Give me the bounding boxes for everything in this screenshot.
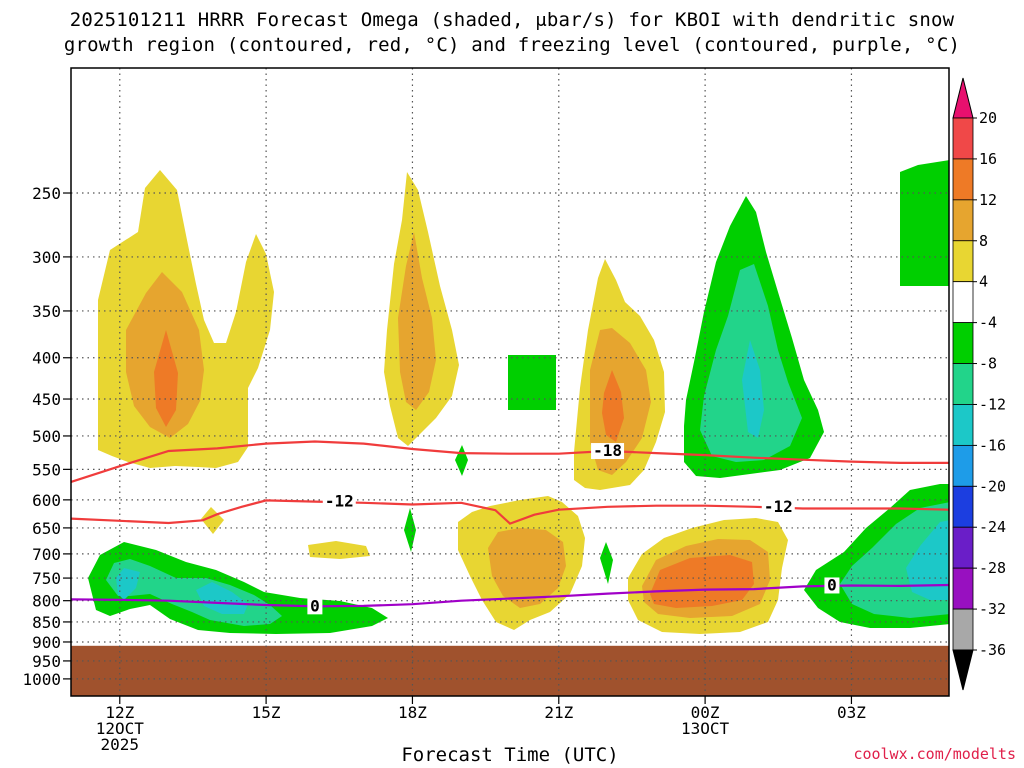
omega-region-positive-4 <box>201 507 224 534</box>
colorbar-swatch <box>952 281 974 324</box>
x-axis-label: Forecast Time (UTC) <box>401 744 619 766</box>
contour-label: -12 <box>325 492 354 511</box>
y-axis: 2503003504004505005506006507007508008509… <box>22 184 71 689</box>
omega-region-positive-12 <box>154 330 178 427</box>
y-tick-label: 300 <box>32 248 61 267</box>
x-tick-label: 00Z <box>691 703 720 722</box>
contour-label-background <box>591 443 625 460</box>
colorbar-swatch <box>952 363 974 405</box>
y-tick-label: 500 <box>32 427 61 446</box>
x-tick-label: 2025 <box>101 735 140 754</box>
colorbar-swatch <box>952 608 974 651</box>
colorbar-label: 20 <box>979 109 997 127</box>
y-tick-label: 800 <box>32 592 61 611</box>
x-tick-label: 21Z <box>544 703 573 722</box>
y-tick-label: 450 <box>32 390 61 409</box>
colorbar-label: -20 <box>979 477 1006 495</box>
omega-region-positive-8 <box>488 528 566 608</box>
chart-title-line1: 2025101211 HRRR Forecast Omega (shaded, … <box>69 9 955 31</box>
contour-label: 0 <box>827 575 837 594</box>
credit-link[interactable]: coolwx.com/modelts <box>853 745 1016 763</box>
omega-region-positive-4 <box>308 541 370 559</box>
chart-grid <box>71 68 949 696</box>
y-tick-label: 350 <box>32 302 61 321</box>
omega-region-negative-12 <box>742 340 764 438</box>
x-tick-label: 15Z <box>252 703 281 722</box>
colorbar-swatch <box>952 404 974 446</box>
colorbar-swatch <box>952 158 974 201</box>
y-tick-label: 700 <box>32 545 61 564</box>
x-tick-label: 12Z <box>105 703 134 722</box>
colorbar-label: 12 <box>979 191 997 209</box>
contour-label-background <box>322 493 356 510</box>
colorbar-label: -16 <box>979 436 1006 454</box>
contour-label: 0 <box>310 596 320 615</box>
colorbar-swatch <box>952 485 974 528</box>
x-tick-label: 18Z <box>398 703 427 722</box>
omega-region-negative-4 <box>508 355 556 410</box>
contour-label-background <box>824 577 840 594</box>
colorbar-bottom-arrow <box>952 649 974 691</box>
omega-shading <box>88 160 949 634</box>
x-tick-label: 13OCT <box>681 719 730 738</box>
y-tick-label: 650 <box>32 519 61 538</box>
y-tick-label: 850 <box>32 613 61 632</box>
colorbar: 20 16 12 8 4 -4 -8 -12 -16 -20 -24 -28 -32 -36 <box>952 77 1006 691</box>
y-tick-label: 750 <box>32 569 61 588</box>
colorbar-label: -4 <box>979 314 997 332</box>
contour-label-background <box>761 498 795 515</box>
colorbar-swatch <box>952 444 974 487</box>
omega-region-negative-4 <box>404 508 416 552</box>
colorbar-swatch <box>952 199 974 242</box>
colorbar-swatch <box>952 117 974 160</box>
colorbar-label: -8 <box>979 355 997 373</box>
omega-region-negative-4 <box>600 542 613 584</box>
omega-region-negative-12 <box>196 582 248 614</box>
contour-line <box>70 583 950 608</box>
omega-region-negative-12 <box>116 568 140 600</box>
omega-region-negative-12 <box>906 520 949 600</box>
contour-line <box>70 440 949 483</box>
colorbar-label: 4 <box>979 273 988 291</box>
colorbar-swatch <box>952 322 974 364</box>
colorbar-label: -12 <box>979 395 1006 413</box>
colorbar-label: -36 <box>979 641 1006 659</box>
colorbar-label: -28 <box>979 559 1006 577</box>
omega-region-positive-12 <box>602 370 624 442</box>
y-tick-label: 600 <box>32 491 61 510</box>
colorbar-label: -32 <box>979 600 1006 618</box>
colorbar-top-arrow <box>952 77 974 119</box>
contour-label: -18 <box>593 441 622 460</box>
ground-below-surface <box>71 645 949 696</box>
colorbar-label: 16 <box>979 150 997 168</box>
colorbar-label: 8 <box>979 232 988 250</box>
contour-label: -12 <box>764 497 793 516</box>
y-tick-label: 1000 <box>22 670 61 689</box>
colorbar-swatch <box>952 240 974 283</box>
colorbar-swatch <box>952 526 974 569</box>
chart-title-line2: growth region (contoured, red, °C) and f… <box>63 34 961 56</box>
omega-region-positive-12 <box>650 555 754 608</box>
y-tick-label: 400 <box>32 349 61 368</box>
y-tick-label: 250 <box>32 184 61 203</box>
plot-frame <box>70 67 950 697</box>
y-tick-label: 900 <box>32 633 61 652</box>
colorbar-label: -24 <box>979 518 1006 536</box>
y-tick-label: 950 <box>32 652 61 671</box>
omega-region-negative-4 <box>455 445 468 476</box>
y-tick-label: 550 <box>32 460 61 479</box>
colorbar-swatch <box>952 567 974 610</box>
x-tick-label: 03Z <box>837 703 866 722</box>
x-tick-label: 12OCT <box>96 719 145 738</box>
omega-region-positive-8 <box>398 232 436 410</box>
contour-label-background <box>307 598 323 615</box>
omega-region-negative-4 <box>900 160 949 286</box>
